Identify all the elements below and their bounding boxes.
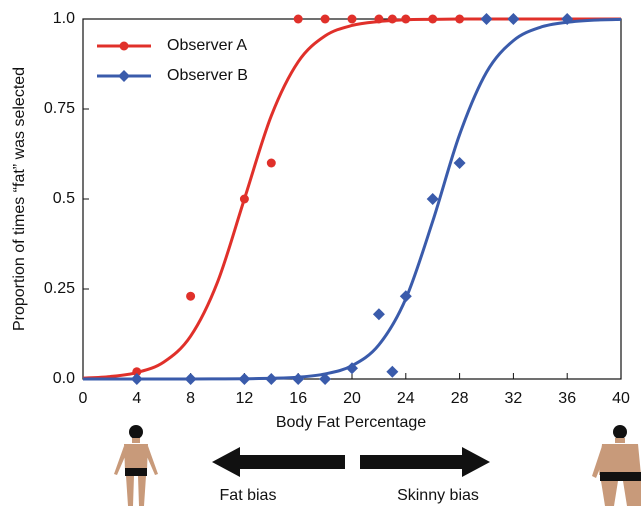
annotation: Fat bias xyxy=(220,487,277,504)
circle-marker xyxy=(388,15,397,24)
diamond-marker xyxy=(118,70,130,82)
diamond-marker xyxy=(185,373,197,385)
diamond-marker xyxy=(373,308,385,320)
diamond-marker xyxy=(386,366,398,378)
x-tick-label: 4 xyxy=(132,390,141,407)
x-tick-label: 32 xyxy=(505,390,523,407)
right-arrow xyxy=(360,447,490,477)
circle-marker xyxy=(348,15,357,24)
diamond-marker xyxy=(238,373,250,385)
x-tick-label: 28 xyxy=(451,390,469,407)
annotation: Skinny bias xyxy=(397,487,479,504)
x-tick-label: 0 xyxy=(79,390,88,407)
circle-marker xyxy=(186,292,195,301)
x-tick-label: 36 xyxy=(558,390,576,407)
circle-marker xyxy=(321,15,330,24)
x-tick-label: 16 xyxy=(289,390,307,407)
y-axis-label: Proportion of times “fat” was selected xyxy=(11,67,28,331)
y-tick-label: 0.5 xyxy=(53,190,75,207)
y-tick-label: 0.25 xyxy=(44,280,75,297)
circle-marker xyxy=(240,195,249,204)
x-tick-label: 24 xyxy=(397,390,415,407)
circle-marker xyxy=(455,15,464,24)
x-axis-label: Body Fat Percentage xyxy=(276,414,426,431)
circle-marker xyxy=(428,15,437,24)
y-tick-label: 0.0 xyxy=(53,370,75,387)
heavy-figure xyxy=(592,425,641,506)
legend-label: Observer B xyxy=(167,67,248,84)
circle-marker xyxy=(374,15,383,24)
left-arrow xyxy=(212,447,345,477)
y-tick-label: 1.0 xyxy=(53,10,75,27)
x-tick-label: 20 xyxy=(343,390,361,407)
y-tick-label: 0.75 xyxy=(44,100,75,117)
circle-marker xyxy=(120,42,129,51)
diamond-marker xyxy=(507,13,519,25)
x-tick-label: 40 xyxy=(612,390,630,407)
thin-figure xyxy=(114,425,158,506)
plot-frame xyxy=(83,19,621,379)
x-tick-label: 8 xyxy=(186,390,195,407)
circle-marker xyxy=(267,159,276,168)
x-tick-label: 12 xyxy=(236,390,254,407)
diamond-marker xyxy=(454,157,466,169)
fit-curve xyxy=(83,19,621,378)
fit-curve xyxy=(83,19,621,379)
diamond-marker xyxy=(481,13,493,25)
circle-marker xyxy=(401,15,410,24)
diamond-marker xyxy=(292,373,304,385)
circle-marker xyxy=(294,15,303,24)
diamond-marker xyxy=(265,373,277,385)
legend-label: Observer A xyxy=(167,37,247,54)
chart: Fat bias Skinny bias Body Fat Percentage… xyxy=(0,0,641,517)
